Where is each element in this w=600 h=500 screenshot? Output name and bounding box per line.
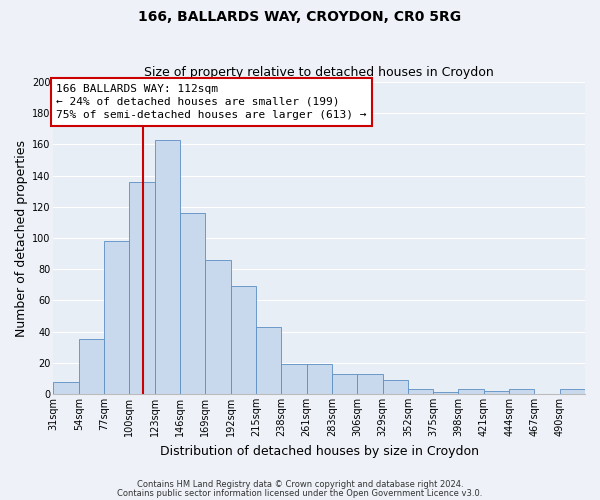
Bar — [307, 364, 332, 394]
Title: Size of property relative to detached houses in Croydon: Size of property relative to detached ho… — [145, 66, 494, 80]
X-axis label: Distribution of detached houses by size in Croydon: Distribution of detached houses by size … — [160, 444, 479, 458]
Bar — [383, 380, 408, 394]
Text: 166 BALLARDS WAY: 112sqm
← 24% of detached houses are smaller (199)
75% of semi-: 166 BALLARDS WAY: 112sqm ← 24% of detach… — [56, 84, 367, 120]
Bar — [180, 213, 205, 394]
Bar — [281, 364, 307, 394]
Bar — [560, 390, 585, 394]
Bar — [53, 382, 79, 394]
Bar — [433, 392, 458, 394]
Bar — [205, 260, 230, 394]
Bar — [332, 374, 357, 394]
Bar — [104, 241, 130, 394]
Bar — [256, 327, 281, 394]
Bar — [230, 286, 256, 394]
Text: Contains HM Land Registry data © Crown copyright and database right 2024.: Contains HM Land Registry data © Crown c… — [137, 480, 463, 489]
Bar — [130, 182, 155, 394]
Text: Contains public sector information licensed under the Open Government Licence v3: Contains public sector information licen… — [118, 489, 482, 498]
Text: 166, BALLARDS WAY, CROYDON, CR0 5RG: 166, BALLARDS WAY, CROYDON, CR0 5RG — [139, 10, 461, 24]
Bar — [509, 390, 535, 394]
Bar — [357, 374, 383, 394]
Bar — [484, 391, 509, 394]
Bar — [79, 340, 104, 394]
Bar — [458, 390, 484, 394]
Y-axis label: Number of detached properties: Number of detached properties — [15, 140, 28, 336]
Bar — [155, 140, 180, 394]
Bar — [408, 390, 433, 394]
